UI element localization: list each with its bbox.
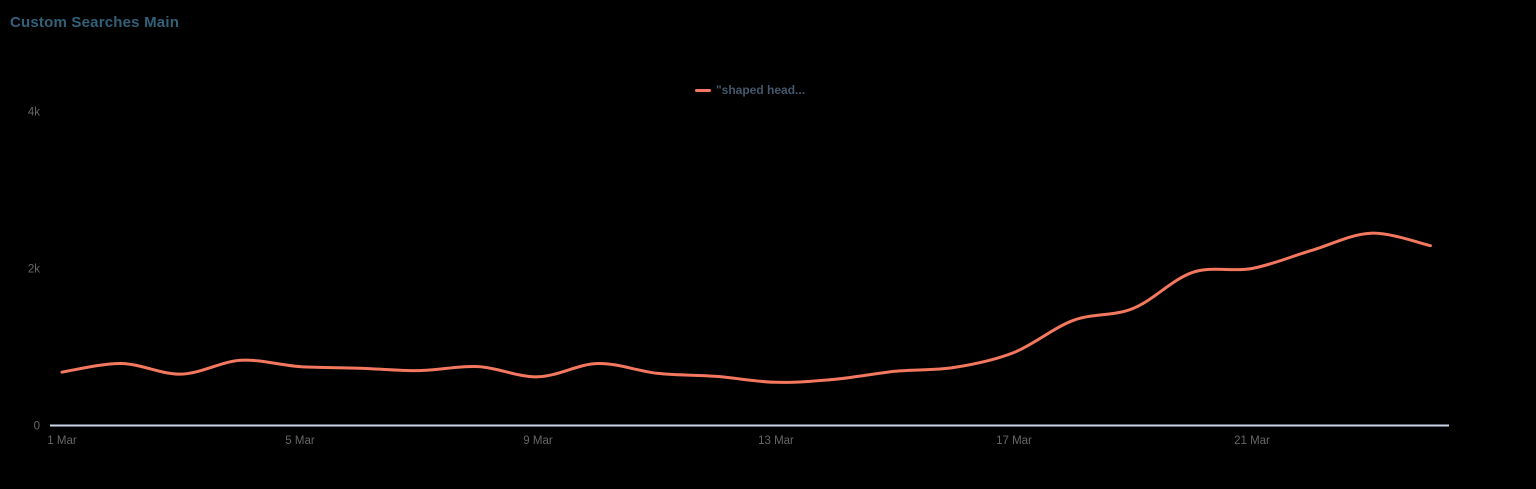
y-axis-label: 4k — [28, 107, 40, 119]
legend-line-swatch — [694, 88, 711, 92]
x-axis-label: 5 Mar — [285, 435, 315, 447]
x-axis-label: 21 Mar — [1234, 435, 1270, 447]
legend-label: "shaped head... — [715, 83, 806, 97]
x-axis-label: 1 Mar — [47, 435, 77, 447]
x-axis-label: 9 Mar — [523, 435, 553, 447]
x-axis-label: 17 Mar — [996, 435, 1032, 447]
series-line[interactable] — [60, 231, 1432, 384]
y-axis-label: 0 — [34, 421, 40, 433]
legend-item[interactable]: "shaped head... — [694, 83, 806, 97]
y-axis-label: 2k — [28, 264, 40, 276]
chart-title: Custom Searches Main — [10, 14, 180, 31]
x-axis-label: 13 Mar — [758, 435, 794, 447]
